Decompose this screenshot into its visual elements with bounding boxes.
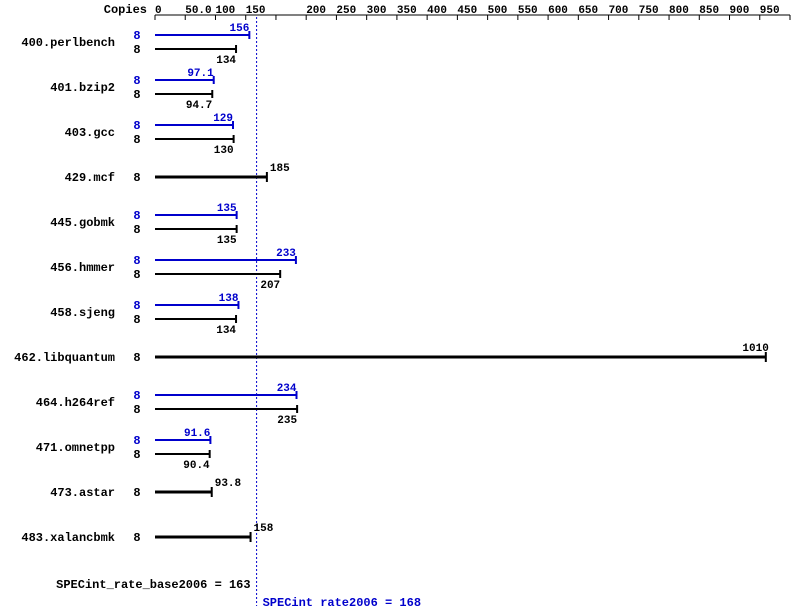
bar-value: 93.8 <box>215 478 242 490</box>
copies-value-base: 8 <box>133 313 140 327</box>
copies-value-base: 8 <box>133 268 140 282</box>
bar-value: 185 <box>270 163 290 175</box>
copies-value-base: 8 <box>133 88 140 102</box>
bar-peak-value: 156 <box>230 23 250 35</box>
bar-peak-value: 97.1 <box>187 68 214 80</box>
axis-tick-label: 700 <box>609 5 629 17</box>
axis-tick-label: 850 <box>699 5 719 17</box>
axis-tick-label: 500 <box>488 5 508 17</box>
axis-tick-label: 400 <box>427 5 447 17</box>
benchmark-name: 403.gcc <box>65 126 115 140</box>
bar-peak-value: 135 <box>217 203 237 215</box>
benchmark-name: 483.xalancbmk <box>21 531 115 545</box>
axis-tick-label: 350 <box>397 5 417 17</box>
copies-value-peak: 8 <box>133 434 140 448</box>
bar-base-value: 90.4 <box>183 460 210 472</box>
bar-value: 158 <box>254 523 274 535</box>
bar-peak-value: 233 <box>276 248 296 260</box>
axis-tick-label: 450 <box>457 5 477 17</box>
axis-tick-label: 200 <box>306 5 326 17</box>
copies-value-peak: 8 <box>133 29 140 43</box>
bar-peak-value: 234 <box>277 383 297 395</box>
footer-peak-label: SPECint_rate2006 = 168 <box>263 596 421 606</box>
bar-base-value: 94.7 <box>186 100 212 112</box>
copies-value-peak: 8 <box>133 254 140 268</box>
footer-base-label: SPECint_rate_base2006 = 163 <box>56 578 250 592</box>
axis-tick-label: 300 <box>367 5 387 17</box>
benchmark-name: 400.perlbench <box>21 36 115 50</box>
benchmark-name: 473.astar <box>50 486 115 500</box>
copies-value: 8 <box>133 486 140 500</box>
bar-base-value: 130 <box>214 145 234 157</box>
benchmark-name: 445.gobmk <box>50 216 115 230</box>
benchmark-name: 456.hmmer <box>50 261 115 275</box>
copies-value-peak: 8 <box>133 299 140 313</box>
copies-value-base: 8 <box>133 43 140 57</box>
benchmark-name: 401.bzip2 <box>50 81 115 95</box>
benchmark-name: 462.libquantum <box>14 351 115 365</box>
bar-value: 1010 <box>742 343 768 355</box>
axis-tick-label: 650 <box>578 5 598 17</box>
copies-value-peak: 8 <box>133 389 140 403</box>
bar-peak-value: 129 <box>213 113 233 125</box>
copies-value: 8 <box>133 531 140 545</box>
axis-tick-label: 600 <box>548 5 568 17</box>
copies-value: 8 <box>133 171 140 185</box>
copies-value-base: 8 <box>133 403 140 417</box>
axis-tick-label: 550 <box>518 5 538 17</box>
axis-tick-label: 0 <box>155 5 162 17</box>
copies-value: 8 <box>133 351 140 365</box>
axis-tick-label: 750 <box>639 5 659 17</box>
copies-value-peak: 8 <box>133 119 140 133</box>
axis-tick-label: 50.0 <box>185 5 211 17</box>
axis-tick-label: 150 <box>246 5 266 17</box>
benchmark-name: 464.h264ref <box>36 396 115 410</box>
copies-value-base: 8 <box>133 223 140 237</box>
bar-base-value: 134 <box>216 325 236 337</box>
copies-value-base: 8 <box>133 448 140 462</box>
axis-tick-label: 250 <box>336 5 356 17</box>
benchmark-name: 429.mcf <box>65 171 115 185</box>
axis-tick-label: 950 <box>760 5 780 17</box>
spec-chart: 0 50.0 100 150 200 250 300 350 400 450 500 550 600 65… <box>0 0 799 606</box>
copies-value-peak: 8 <box>133 209 140 223</box>
bar-base-value: 235 <box>277 415 297 427</box>
benchmark-name: 458.sjeng <box>50 306 115 320</box>
axis-tick-label: 800 <box>669 5 689 17</box>
bar-base-value: 207 <box>260 280 280 292</box>
bar-base-value: 134 <box>216 55 236 67</box>
bar-peak-value: 138 <box>219 293 239 305</box>
copies-value-base: 8 <box>133 133 140 147</box>
axis-tick-label: 900 <box>730 5 750 17</box>
copies-header: Copies <box>104 3 147 17</box>
bar-base-value: 135 <box>217 235 237 247</box>
copies-value-peak: 8 <box>133 74 140 88</box>
axis-tick-label: 100 <box>215 5 235 17</box>
bar-peak-value: 91.6 <box>184 428 210 440</box>
benchmark-name: 471.omnetpp <box>36 441 115 455</box>
